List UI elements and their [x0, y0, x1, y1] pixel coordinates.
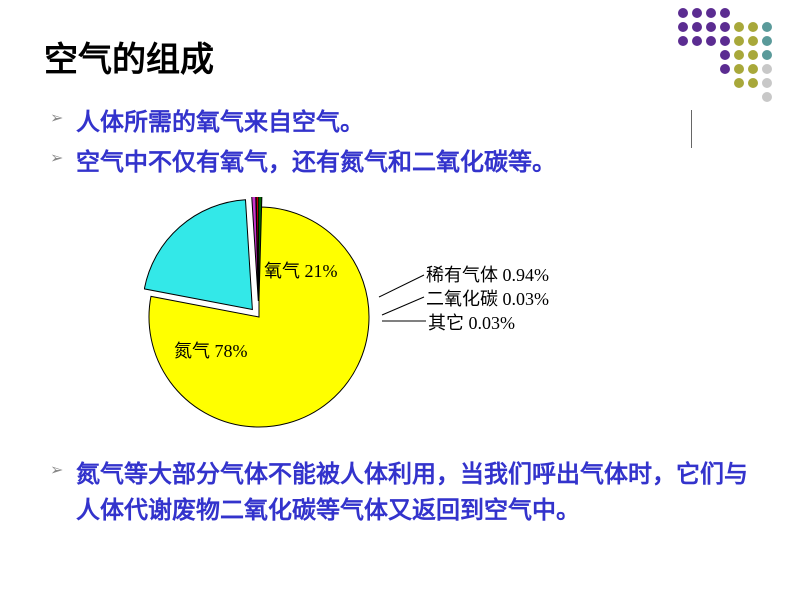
- decoration-dot: [720, 92, 730, 102]
- decoration-dot: [706, 36, 716, 46]
- bullet-list: 氮气等大部分气体不能被人体利用，当我们呼出气体时，它们与人体代谢废物二氧化碳等气…: [44, 457, 750, 529]
- decoration-dot: [762, 36, 772, 46]
- decoration-dot: [706, 64, 716, 74]
- decoration-dot: [678, 22, 688, 32]
- decoration-dot: [692, 78, 702, 88]
- decoration-dot: [720, 8, 730, 18]
- decoration-dot: [762, 92, 772, 102]
- decoration-dot: [748, 50, 758, 60]
- bullet-list: 人体所需的氧气来自空气。 空气中不仅有氧气，还有氮气和二氧化碳等。: [44, 105, 750, 181]
- decoration-dot: [678, 64, 688, 74]
- decoration-dot: [734, 78, 744, 88]
- decoration-dot: [734, 22, 744, 32]
- decoration-dot: [762, 22, 772, 32]
- bullet-item: 氮气等大部分气体不能被人体利用，当我们呼出气体时，它们与人体代谢废物二氧化碳等气…: [50, 457, 750, 529]
- bullet-item: 人体所需的氧气来自空气。: [50, 105, 750, 141]
- decoration-dot: [762, 8, 772, 18]
- decoration-dot: [734, 36, 744, 46]
- callout-line: [379, 275, 424, 297]
- pie-slice-氧气: [144, 200, 252, 310]
- decoration-dot: [706, 22, 716, 32]
- decoration-dot: [720, 22, 730, 32]
- decoration-dot: [720, 36, 730, 46]
- decoration-dot: [720, 50, 730, 60]
- decoration-dot: [706, 78, 716, 88]
- decoration-dot: [734, 50, 744, 60]
- page-title: 空气的组成: [44, 32, 750, 81]
- decoration-dot: [706, 8, 716, 18]
- decoration-dot: [734, 64, 744, 74]
- corner-decoration: [676, 6, 774, 104]
- pie-slice-label: 氮气 78%: [174, 337, 248, 363]
- decoration-dot: [678, 78, 688, 88]
- decoration-dot: [692, 22, 702, 32]
- pie-chart: [144, 197, 664, 437]
- decoration-dot: [706, 92, 716, 102]
- callout-label: 二氧化碳 0.03%: [426, 285, 549, 311]
- decoration-dot: [748, 8, 758, 18]
- decoration-dot: [692, 8, 702, 18]
- callout-label: 其它 0.03%: [428, 309, 515, 335]
- callout-label: 稀有气体 0.94%: [426, 261, 549, 287]
- decoration-dot: [678, 8, 688, 18]
- decoration-dot: [692, 36, 702, 46]
- decoration-dot: [762, 64, 772, 74]
- decoration-dot: [748, 92, 758, 102]
- decoration-dot: [748, 36, 758, 46]
- decoration-dot: [748, 64, 758, 74]
- decoration-dot: [678, 92, 688, 102]
- decoration-dot: [678, 36, 688, 46]
- decoration-dot: [692, 64, 702, 74]
- decoration-dot: [706, 50, 716, 60]
- bullet-item: 空气中不仅有氧气，还有氮气和二氧化碳等。: [50, 145, 750, 181]
- decoration-dot: [762, 50, 772, 60]
- decoration-dot: [678, 50, 688, 60]
- callout-line: [382, 297, 424, 315]
- decoration-dot: [762, 78, 772, 88]
- pie-chart-area: 氮气 78% 氧气 21% 稀有气体 0.94%二氧化碳 0.03%其它 0.03%: [144, 197, 664, 437]
- decoration-dot: [734, 92, 744, 102]
- decoration-dot: [748, 78, 758, 88]
- decoration-dot: [692, 92, 702, 102]
- decoration-dot: [720, 78, 730, 88]
- decoration-dot: [692, 50, 702, 60]
- pie-slice-label: 氧气 21%: [264, 257, 338, 283]
- decoration-dot: [734, 8, 744, 18]
- decoration-dot: [748, 22, 758, 32]
- decoration-dot: [720, 64, 730, 74]
